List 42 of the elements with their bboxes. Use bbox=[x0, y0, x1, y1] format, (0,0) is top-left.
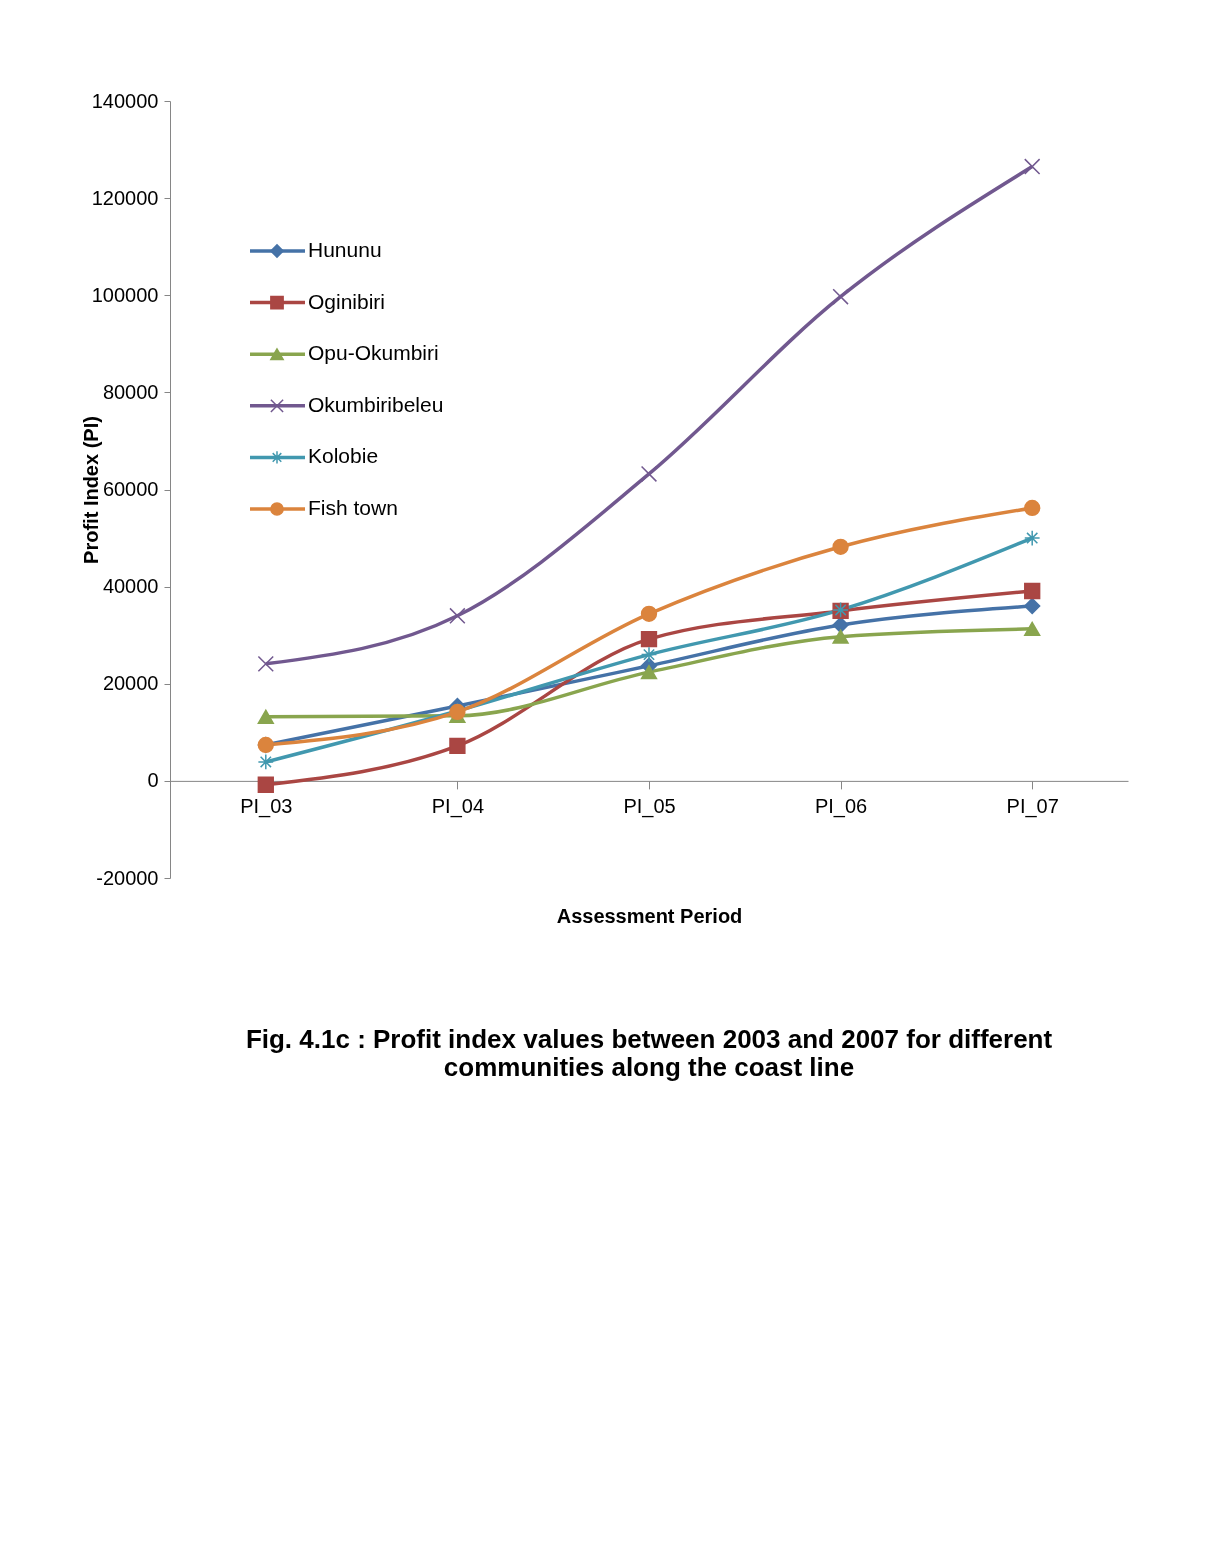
text: Fig. 4.1c : Profit index values between 2003 and 2007 for different communities along the coast line bbox=[245, 1023, 1053, 1082]
point bbox=[832, 288, 849, 305]
y-axis-title: Profit Index (PI) bbox=[79, 416, 102, 564]
y-tick-label: 60000 bbox=[102, 478, 159, 500]
point bbox=[449, 737, 466, 755]
x-tick-label: PI_06 bbox=[814, 795, 868, 819]
point bbox=[449, 607, 466, 624]
point bbox=[257, 753, 274, 771]
point bbox=[1024, 529, 1041, 547]
x-tick-label: PI_04 bbox=[431, 795, 485, 819]
legend-label: Oginibiri bbox=[308, 289, 386, 313]
y-tick-label: 40000 bbox=[102, 575, 159, 598]
x-tick-label: PI_05 bbox=[623, 795, 676, 819]
y-tick-label: -20000 bbox=[96, 866, 159, 889]
point bbox=[640, 605, 658, 622]
x-tick-label: PI_07 bbox=[1006, 795, 1059, 819]
point bbox=[640, 646, 658, 663]
legend-label: Opu-Okumbiri bbox=[308, 341, 439, 365]
point bbox=[257, 776, 274, 793]
point bbox=[640, 664, 658, 680]
point bbox=[832, 538, 849, 555]
point bbox=[1024, 621, 1041, 637]
point bbox=[257, 655, 274, 673]
point bbox=[640, 630, 658, 648]
point bbox=[1024, 158, 1041, 175]
y-tick-label: 100000 bbox=[91, 283, 159, 306]
legend-label: Kolobie bbox=[308, 444, 379, 468]
y-tick-label: 0 bbox=[147, 769, 159, 792]
point bbox=[1024, 582, 1041, 600]
point bbox=[832, 629, 849, 644]
legend-label: Okumbiribeleu bbox=[308, 392, 444, 416]
x-tick-label: PI_03 bbox=[240, 795, 293, 819]
y-tick-label: 80000 bbox=[102, 380, 159, 403]
point bbox=[1024, 499, 1041, 517]
legend-label: Fish town bbox=[308, 496, 398, 519]
y-tick-label: 20000 bbox=[102, 672, 159, 695]
y-tick-label: 140000 bbox=[91, 89, 159, 112]
point bbox=[1024, 597, 1041, 615]
y-tick-label: 120000 bbox=[91, 186, 159, 209]
point bbox=[257, 709, 274, 724]
x-axis-title: Assessment Period bbox=[556, 905, 743, 928]
legend-label: Hununu bbox=[308, 238, 382, 261]
